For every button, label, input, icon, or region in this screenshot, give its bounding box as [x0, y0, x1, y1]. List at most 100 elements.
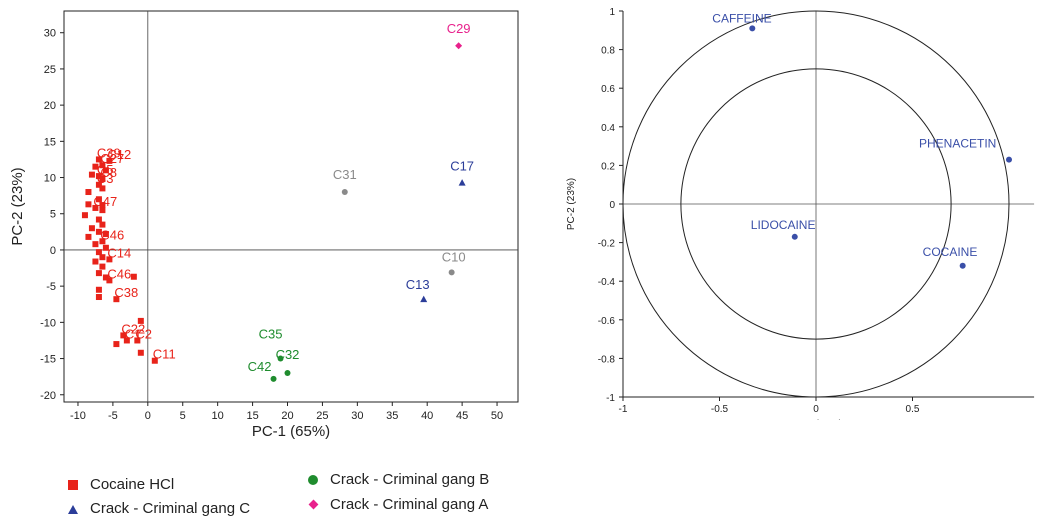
data-point — [137, 349, 144, 356]
data-point — [106, 157, 113, 164]
data-point — [99, 238, 106, 245]
y-tick-label: 0.8 — [601, 46, 615, 57]
data-point — [95, 294, 102, 301]
x-tick-label: 40 — [421, 410, 433, 422]
y-tick-label: -15 — [40, 354, 56, 366]
x-tick-label: -5 — [108, 410, 118, 422]
y-tick-label: 0.4 — [601, 123, 615, 134]
point-label: C8 — [100, 165, 117, 180]
y-tick-label: 20 — [44, 100, 56, 112]
data-point — [270, 375, 277, 382]
point-label: C38 — [114, 285, 138, 300]
correlation-circle — [680, 68, 952, 340]
x-tick-label: -10 — [70, 410, 86, 422]
legend-label: Cocaine HCl — [90, 476, 175, 493]
legend-item-gang-a: Crack - Criminal gang A — [306, 496, 488, 513]
point-label: C12 — [107, 147, 131, 162]
data-point — [106, 277, 113, 284]
data-point — [102, 274, 109, 281]
point-label: C3 — [97, 171, 114, 186]
loading-plot: -1 -0.5 0 0.5 1 0.8 0.6 0.4 0.2 0 -0.2 -0.4 -0.6 -0.8… — [560, 0, 1060, 430]
data-point — [341, 189, 348, 196]
data-point — [99, 263, 106, 270]
loading-point — [749, 25, 756, 32]
data-point — [113, 341, 120, 348]
x-axis-label: PC-1 (65%) — [252, 423, 330, 440]
data-point — [99, 185, 106, 192]
data-point — [102, 231, 109, 238]
point-label: C32 — [276, 347, 300, 362]
y-tick-label: 0 — [609, 200, 615, 211]
data-point — [99, 221, 106, 228]
legend-item-cocaine-hcl: Cocaine HCl — [66, 476, 174, 493]
loading-label: PHENACETIN — [919, 137, 996, 151]
x-tick-label: 20 — [281, 410, 293, 422]
square-marker-icon — [66, 478, 84, 492]
y-tick-label: -0.8 — [598, 354, 616, 365]
legend-label: Crack - Criminal gang C — [90, 500, 251, 517]
x-tick-label: 0.5 — [906, 404, 920, 415]
point-label: C39 — [97, 145, 121, 160]
loading-point — [791, 233, 798, 240]
x-tick-label: 0 — [813, 404, 819, 415]
legend-item-gang-c: Crack - Criminal gang C — [66, 500, 250, 517]
y-tick-label: -10 — [40, 317, 56, 329]
x-tick-label: 30 — [351, 410, 363, 422]
x-tick-label: 0 — [145, 410, 151, 422]
point-label: C46 — [100, 227, 124, 242]
point-label: C17 — [450, 159, 474, 174]
x-tick-label: 15 — [246, 410, 258, 422]
triangle-marker-icon — [66, 502, 84, 516]
legend-label: Crack - Criminal gang B — [330, 471, 490, 488]
y-tick-label: 25 — [44, 64, 56, 76]
y-tick-label: 0 — [50, 245, 56, 257]
data-point — [99, 162, 106, 169]
data-point — [130, 273, 137, 280]
score-plot-svg: -10 -5 0 5 10 15 20 25 30 35 40 45 50 -20 -15 -10 -5 0 5 10… — [9, 10, 519, 440]
legend: Cocaine HCl Crack - Criminal gang B Crac… — [66, 471, 536, 520]
x-tick-label: 10 — [212, 410, 224, 422]
point-label: C22 — [121, 321, 145, 336]
y-tick-label: -0.2 — [598, 239, 616, 250]
x-tick-label: 45 — [456, 410, 468, 422]
loading-label: LIDOCAINE — [751, 218, 816, 232]
data-point — [448, 269, 455, 276]
data-point — [455, 42, 463, 50]
loading-point — [959, 262, 966, 269]
y-tick-label: 10 — [44, 173, 56, 185]
data-point — [95, 270, 102, 277]
data-point — [99, 202, 106, 209]
data-point — [113, 296, 120, 303]
x-tick-label: 50 — [491, 410, 503, 422]
y-tick-label: -1 — [606, 393, 615, 404]
loading-label: COCAINE — [923, 245, 978, 259]
data-point — [95, 156, 102, 163]
x-axis-label: PC-1 (65%) — [790, 419, 842, 420]
loading-point — [1006, 156, 1012, 163]
data-point — [284, 370, 291, 377]
data-point — [88, 225, 95, 232]
point-label: C13 — [406, 277, 430, 292]
legend-label: Crack - Criminal gang A — [330, 496, 489, 513]
data-point — [85, 233, 92, 240]
point-label: C5 — [97, 162, 114, 177]
data-point — [123, 337, 130, 344]
x-tick-label: 35 — [386, 410, 398, 422]
legend-item-gang-b: Crack - Criminal gang B — [306, 471, 489, 488]
y-tick-label: 0.2 — [601, 161, 615, 172]
data-point — [95, 228, 102, 235]
diamond-marker-icon — [306, 498, 324, 512]
y-tick-label: 30 — [44, 28, 56, 40]
y-tick-label: 1 — [609, 7, 615, 18]
point-label: C47 — [93, 194, 117, 209]
data-point — [92, 204, 99, 211]
y-tick-label: -5 — [46, 281, 56, 293]
y-tick-label: -0.4 — [598, 277, 616, 288]
x-tick-label: 5 — [180, 410, 186, 422]
data-point — [99, 175, 106, 182]
data-point — [92, 163, 99, 170]
data-point — [95, 286, 102, 293]
loading-plot-svg: -1 -0.5 0 0.5 1 0.8 0.6 0.4 0.2 0 -0.2 -0.4 -0.6 -0.8… — [566, 7, 1035, 430]
data-point — [88, 171, 95, 178]
x-tick-label: 25 — [316, 410, 328, 422]
